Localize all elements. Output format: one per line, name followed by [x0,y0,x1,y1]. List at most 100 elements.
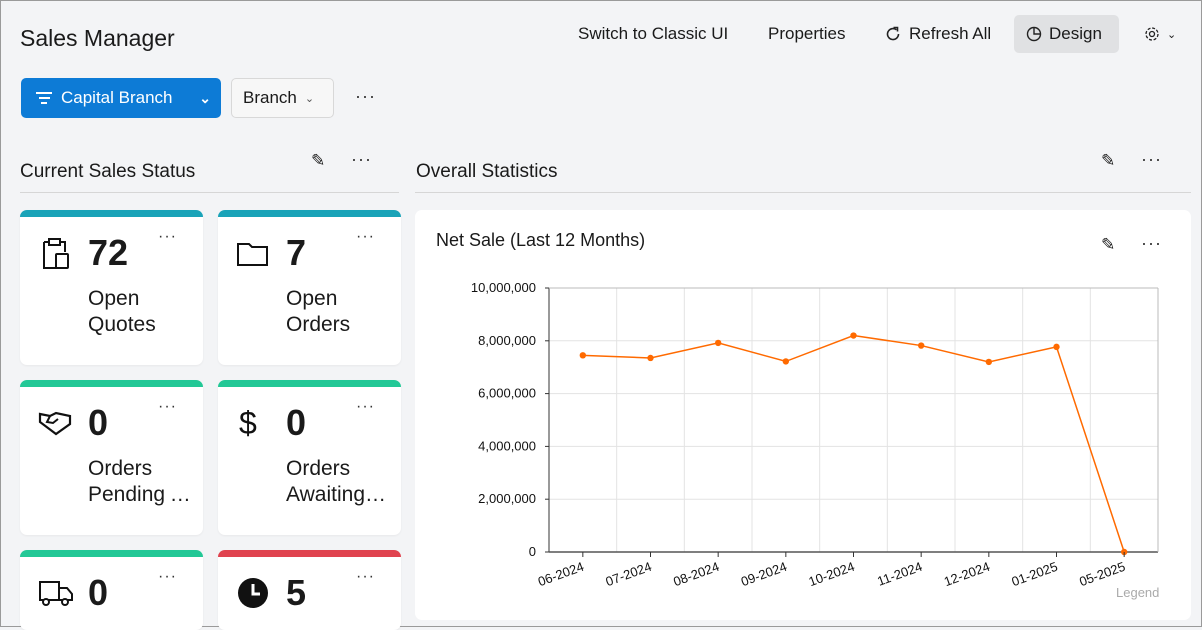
card-accent-bar [20,550,203,557]
x-tick-label: 12-2024 [942,559,992,589]
card-label: Orders Pending Approval [88,456,193,508]
x-tick-label: 06-2024 [536,559,586,589]
card-label-line2: Awaiting Payment [286,483,391,506]
chart-more-button[interactable]: ··· [1141,233,1162,253]
status-card[interactable]: 0 ··· Orders Pending Approval [20,380,203,535]
branch-label: Branch [243,88,297,107]
y-tick-label: 10,000,000 [471,280,536,295]
card-value: 72 [88,232,129,273]
edit-icon[interactable]: ✎ [1101,235,1116,254]
y-tick-label: 6,000,000 [478,386,536,401]
legend-toggle[interactable]: Legend [1116,585,1160,600]
card-more-button[interactable]: ··· [158,228,177,245]
design-label: Design [1049,24,1102,43]
filter-icon [36,92,52,104]
gear-icon [1145,27,1159,41]
current-sales-status-title: Current Sales Status [20,161,196,182]
handshake-icon [38,406,72,440]
card-value: 0 [88,402,109,443]
line-chart: 0 2,000,000 4,000,000 6,000,000 8,000,000 10,… [471,280,1159,589]
net-sale-chart-panel: Net Sale (Last 12 Months) ✎ ··· Legend 0… [415,210,1191,620]
data-point [647,354,654,362]
capital-branch-filter-button[interactable]: Capital Branch ⌄ [21,78,221,118]
more-options-button[interactable]: ··· [355,86,376,106]
x-tick-label: 11-2024 [875,559,924,589]
x-tick-label: 10-2024 [807,559,857,589]
card-accent-bar [20,380,203,387]
x-tick-label: 07-2024 [604,559,654,589]
chevron-down-icon: ⌄ [304,92,315,105]
data-point [917,342,925,349]
card-label-line2: Pending Approval [88,483,193,506]
x-tick-label: 09-2024 [739,559,789,589]
card-value: 0 [286,402,307,443]
overall-statistics-title: Overall Statistics [416,161,558,182]
card-label-line1: Orders [286,457,351,480]
data-point [782,358,790,365]
card-value: 0 [88,572,109,613]
card-label-line1: Orders [88,457,153,480]
status-card[interactable]: 0 ··· [20,550,203,630]
dollar-icon: $ [236,405,270,441]
card-accent-bar [218,210,401,217]
page-title: Sales Manager [20,25,175,51]
y-tick-label: 8,000,000 [478,333,536,348]
card-value: 5 [286,572,307,613]
card-value: 7 [286,232,307,273]
card-more-button[interactable]: ··· [158,398,177,415]
y-tick-label: 2,000,000 [478,491,536,506]
filter-label: Capital Branch [61,88,173,107]
card-label: Open Quotes [88,286,193,338]
clock-icon [236,576,270,610]
card-label-line1: Open [286,287,338,310]
card-more-button[interactable]: ··· [158,568,177,585]
properties-button[interactable]: Properties [768,24,846,43]
data-point [714,339,722,347]
refresh-all-label: Refresh All [909,24,992,43]
card-label-line2: Orders [286,313,351,336]
section-more-button[interactable]: ··· [1141,149,1162,169]
chevron-down-icon[interactable]: ⌄ [199,89,211,106]
x-tick-label: 08-2024 [671,559,721,589]
card-more-button[interactable]: ··· [356,398,375,415]
status-card[interactable]: 5 ··· [218,550,401,630]
refresh-all-button[interactable]: Refresh All [871,15,1003,53]
card-label: Open Orders [286,286,391,338]
y-tick-label: 4,000,000 [478,438,536,453]
data-point [1120,548,1128,556]
card-more-button[interactable]: ··· [356,228,375,245]
data-point [985,358,993,366]
clipboard-icon [38,236,72,270]
switch-classic-ui-button[interactable]: Switch to Classic UI [578,24,729,43]
card-label: Orders Awaiting Payment [286,456,391,508]
pie-chart-icon [1026,26,1042,42]
divider [415,192,1191,193]
section-more-button[interactable]: ··· [351,149,372,169]
folder-icon [236,236,270,270]
card-accent-bar [218,380,401,387]
card-more-button[interactable]: ··· [356,568,375,585]
data-point [579,352,587,359]
data-point [1053,343,1060,351]
edit-icon[interactable]: ✎ [1101,151,1116,170]
truck-icon [38,576,73,610]
branch-dropdown[interactable]: Branch ⌄ [231,78,334,118]
settings-menu-button[interactable]: ⌄ [1131,15,1188,53]
edit-icon[interactable]: ✎ [311,151,326,170]
status-card[interactable]: $ 0 ··· Orders Awaiting Payment [218,380,401,535]
refresh-icon [886,26,900,41]
status-card[interactable]: 72 ··· Open Quotes [20,210,203,365]
data-point [850,332,857,339]
status-card[interactable]: 7 ··· Open Orders [218,210,401,365]
divider [20,192,399,193]
x-tick-label: 05-2025 [1077,559,1127,589]
chevron-down-icon: ⌄ [1167,28,1177,41]
svg-text:$: $ [239,406,257,440]
series-line [582,334,1125,553]
x-tick-label: 01-2025 [1010,559,1060,589]
design-button[interactable]: Design [1014,15,1119,53]
card-accent-bar [218,550,401,557]
card-label-line1: Open [88,287,140,310]
chart-title: Net Sale (Last 12 Months) [436,230,646,250]
card-accent-bar [20,210,203,217]
